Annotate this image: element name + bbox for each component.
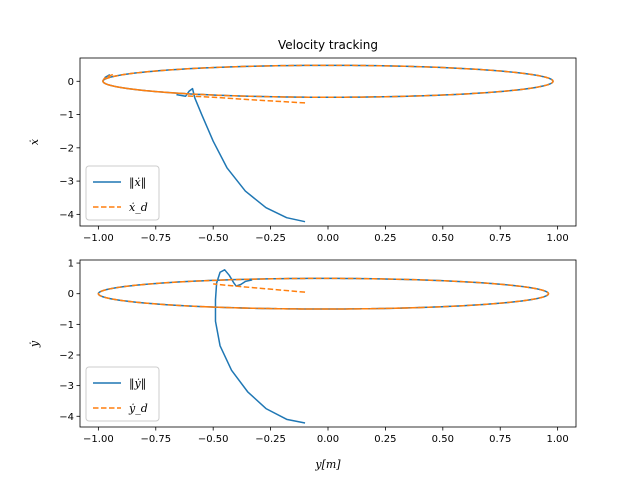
- bottom-ylabel: ẏ: [28, 340, 41, 348]
- legend-label: ‖ẏ‖: [129, 377, 146, 391]
- top-ylabel: ẋ: [28, 138, 41, 145]
- x-tick-label: −0.25: [255, 434, 286, 445]
- x-tick-label: −0.50: [198, 434, 229, 445]
- x-tick-label: 0.00: [317, 434, 339, 445]
- y-tick-label: −2: [59, 143, 74, 154]
- bottom-panel: −1.00 −0.75 −0.50 −0.25 0.00 0.25 0.50 0.75 1.00…: [28, 259, 577, 471]
- y-tick-label: −3: [59, 381, 74, 392]
- bottom-legend: ‖ẏ‖ ẏ_d: [85, 366, 160, 422]
- y-tick-label: 0: [68, 289, 74, 300]
- y-tick-label: 1: [68, 259, 74, 270]
- top-panel: −1.00 −0.75 −0.50 −0.25 0.00 0.25 0.50 0.75 1.00…: [28, 57, 577, 244]
- x-tick-label: −1.00: [83, 434, 114, 445]
- x-tick-label: 0.75: [489, 233, 511, 244]
- legend-box: [85, 165, 160, 221]
- y-tick-label: −3: [59, 177, 74, 188]
- y-tick-label: −4: [59, 210, 74, 221]
- x-tick-label: 0.25: [374, 233, 396, 244]
- y-tick-label: 0: [68, 77, 74, 88]
- y-tick-label: −4: [59, 412, 74, 423]
- y-tick-label: −1: [59, 320, 74, 331]
- x-tick-label: 0.25: [374, 434, 396, 445]
- x-tick-label: 1.00: [546, 233, 568, 244]
- y-tick-label: −1: [59, 110, 74, 121]
- x-tick-label: −0.75: [140, 434, 171, 445]
- legend-box: [85, 366, 160, 422]
- x-tick-label: 0.75: [489, 434, 511, 445]
- chart-title: Velocity tracking: [278, 38, 378, 52]
- legend-label: ẋ_d: [129, 201, 148, 214]
- bottom-xlabel: y[m]: [314, 458, 341, 471]
- x-tick-label: 0.50: [432, 434, 454, 445]
- x-tick-label: −1.00: [83, 233, 114, 244]
- x-tick-label: 1.00: [546, 434, 568, 445]
- x-tick-label: −0.75: [140, 233, 171, 244]
- legend-label: ‖ẋ‖: [129, 176, 146, 190]
- x-tick-label: −0.50: [198, 233, 229, 244]
- desired-velocity-line: [102, 64, 554, 104]
- legend-label: ẏ_d: [128, 402, 148, 415]
- y-tick-label: −2: [59, 350, 74, 361]
- top-legend: ‖ẋ‖ ẋ_d: [85, 165, 160, 221]
- x-tick-label: 0.50: [432, 233, 454, 244]
- x-tick-label: −0.25: [255, 233, 286, 244]
- x-tick-label: 0.00: [317, 233, 339, 244]
- desired-velocity-line: [97, 277, 550, 310]
